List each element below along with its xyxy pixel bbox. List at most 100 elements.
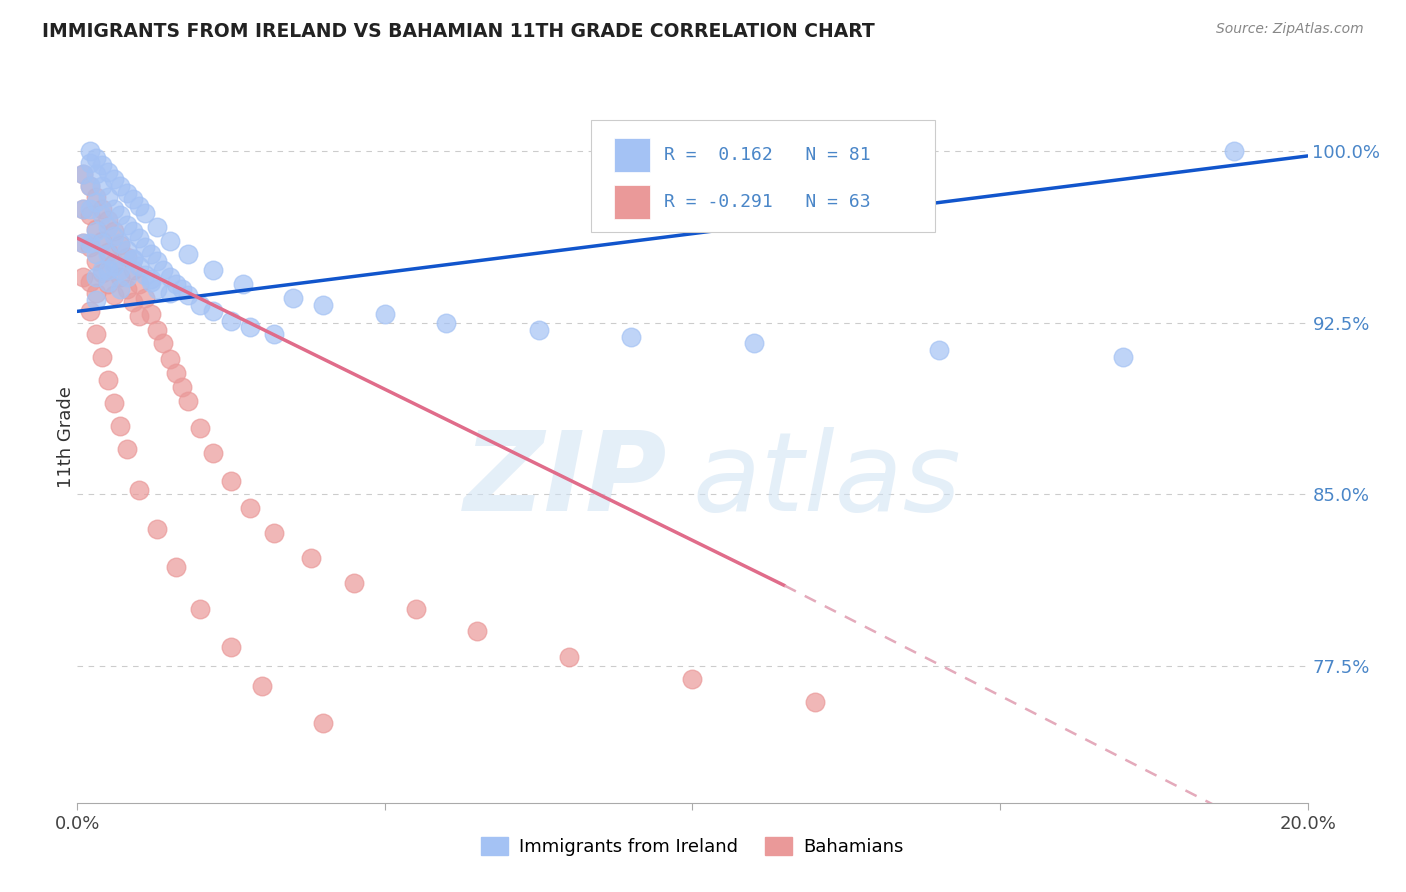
Point (201, 304, 224, 318)
Point (121, 252, 143, 266)
Point (115, 442, 138, 456)
Point (620, 329, 643, 343)
Point (128, 309, 150, 323)
Point (84, 222, 107, 236)
Point (103, 259, 125, 273)
Point (90, 235, 114, 250)
Point (121, 252, 143, 266)
Point (90, 178, 114, 193)
Point (79, 240, 101, 254)
Point (165, 277, 187, 291)
Point (79, 304, 101, 318)
Point (103, 171, 125, 186)
Point (79, 155, 101, 169)
Point (436, 316, 458, 330)
Point (90, 265, 114, 279)
Point (146, 521, 169, 535)
Point (115, 281, 138, 295)
Point (72, 167, 94, 181)
Point (84, 167, 107, 181)
Point (97, 275, 120, 289)
Point (72, 235, 94, 250)
Point (170, 281, 193, 295)
Point (159, 270, 181, 285)
Point (97, 244, 120, 259)
Point (115, 186, 138, 200)
Point (103, 228, 125, 243)
Point (79, 202, 101, 216)
Point (299, 551, 322, 566)
Y-axis label: 11th Grade: 11th Grade (58, 386, 75, 488)
Point (134, 240, 156, 254)
Point (84, 151, 107, 165)
Point (110, 178, 132, 193)
Point (121, 295, 143, 310)
Point (97, 263, 120, 277)
Point (159, 352, 181, 367)
Point (84, 286, 107, 301)
Point (110, 235, 132, 250)
Point (97, 247, 120, 261)
Point (134, 206, 156, 220)
Point (165, 560, 187, 574)
Point (201, 446, 224, 460)
Point (250, 679, 273, 693)
Text: R =  0.162   N = 81: R = 0.162 N = 81 (664, 145, 870, 164)
Point (159, 286, 181, 301)
Point (84, 254, 107, 268)
Point (134, 291, 156, 305)
Point (141, 272, 163, 286)
Point (141, 307, 163, 321)
Point (84, 190, 107, 204)
Point (90, 234, 114, 248)
Point (90, 208, 114, 222)
Point (177, 247, 200, 261)
Point (79, 275, 101, 289)
Point (188, 297, 212, 311)
Point (103, 224, 125, 238)
Point (405, 601, 427, 615)
Point (84, 224, 107, 238)
Point (115, 218, 138, 232)
Point (103, 202, 125, 216)
Point (121, 224, 143, 238)
Point (79, 235, 101, 250)
Point (1223, 145, 1246, 159)
Point (742, 336, 765, 351)
Point (146, 219, 169, 234)
Point (84, 293, 107, 307)
Point (219, 640, 242, 655)
Point (90, 158, 114, 172)
Point (177, 393, 200, 408)
Text: atlas: atlas (693, 427, 962, 534)
Point (141, 247, 163, 261)
Point (146, 323, 169, 337)
Point (97, 213, 120, 227)
Point (219, 474, 242, 488)
Point (128, 483, 150, 497)
Point (97, 373, 120, 387)
Point (128, 277, 150, 291)
Point (110, 418, 132, 433)
Point (84, 247, 107, 261)
Legend: Immigrants from Ireland, Bahamians: Immigrants from Ireland, Bahamians (474, 830, 911, 863)
Point (188, 421, 212, 435)
Point (141, 275, 163, 289)
Point (121, 263, 143, 277)
Point (219, 313, 242, 327)
Point (97, 165, 120, 179)
Point (232, 277, 254, 291)
Point (110, 238, 132, 252)
Point (343, 576, 366, 591)
Point (128, 259, 150, 273)
Point (928, 343, 950, 358)
Point (115, 243, 138, 257)
Point (239, 320, 262, 334)
Point (97, 190, 120, 204)
Point (121, 192, 143, 206)
Point (177, 288, 200, 302)
Point (90, 202, 114, 216)
Point (263, 526, 285, 541)
Point (110, 270, 132, 285)
Point (97, 277, 120, 291)
